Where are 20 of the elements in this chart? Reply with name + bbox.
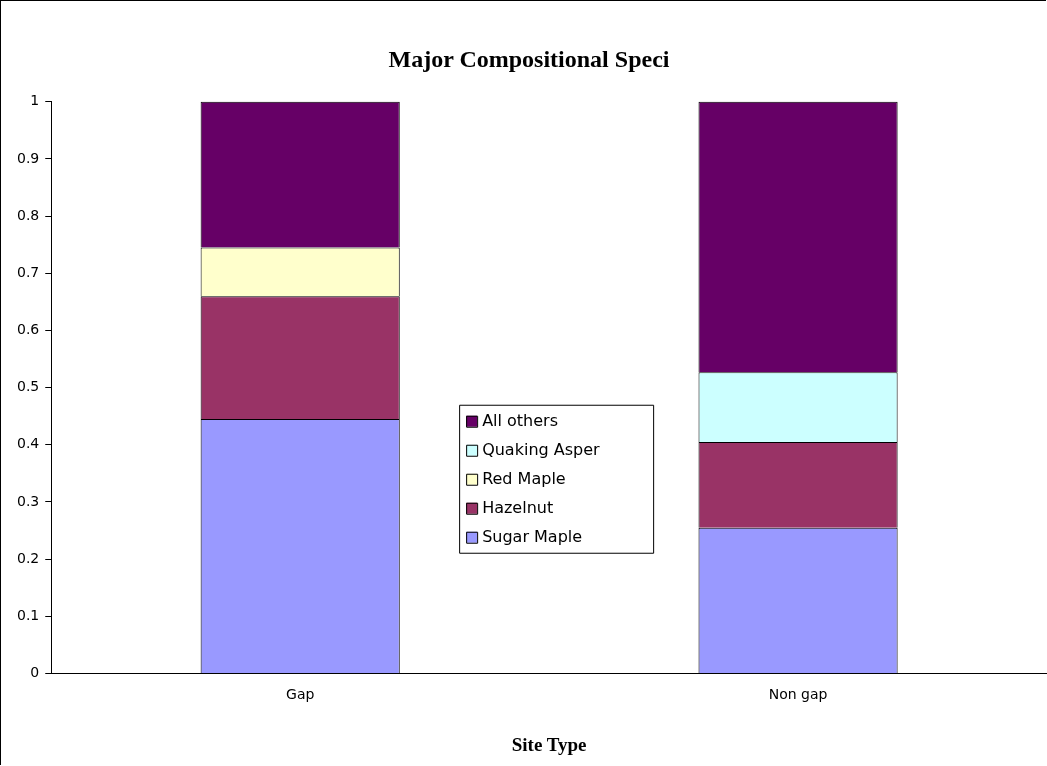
legend-label: All others bbox=[482, 410, 559, 430]
y-tick-label: 0.1 bbox=[17, 606, 40, 623]
legend-label: Hazelnut bbox=[482, 497, 554, 517]
chart-title: Major Compositional Speci bbox=[388, 45, 670, 72]
legend-label: Quaking Asper bbox=[482, 439, 601, 459]
y-tick-label: 0 bbox=[30, 664, 40, 681]
y-tick-label: 0.7 bbox=[17, 263, 40, 280]
y-tick-label: 0.6 bbox=[17, 321, 40, 338]
legend-label: Sugar Maple bbox=[482, 526, 583, 546]
x-axis-title: Site Type bbox=[511, 733, 587, 755]
x-tick-label: Non gap bbox=[768, 686, 828, 703]
y-tick-label: 0.3 bbox=[17, 492, 40, 509]
y-tick-label: 0.9 bbox=[17, 149, 40, 166]
y-tick-label: 0.4 bbox=[17, 435, 40, 452]
y-tick-label: 0.2 bbox=[17, 549, 40, 566]
x-tick-label: Gap bbox=[286, 686, 315, 703]
legend-label: Red Maple bbox=[482, 468, 566, 488]
y-tick-label: 0.5 bbox=[17, 378, 40, 395]
y-tick-label: 0.8 bbox=[17, 206, 40, 223]
y-tick-label: 1 bbox=[30, 92, 40, 109]
